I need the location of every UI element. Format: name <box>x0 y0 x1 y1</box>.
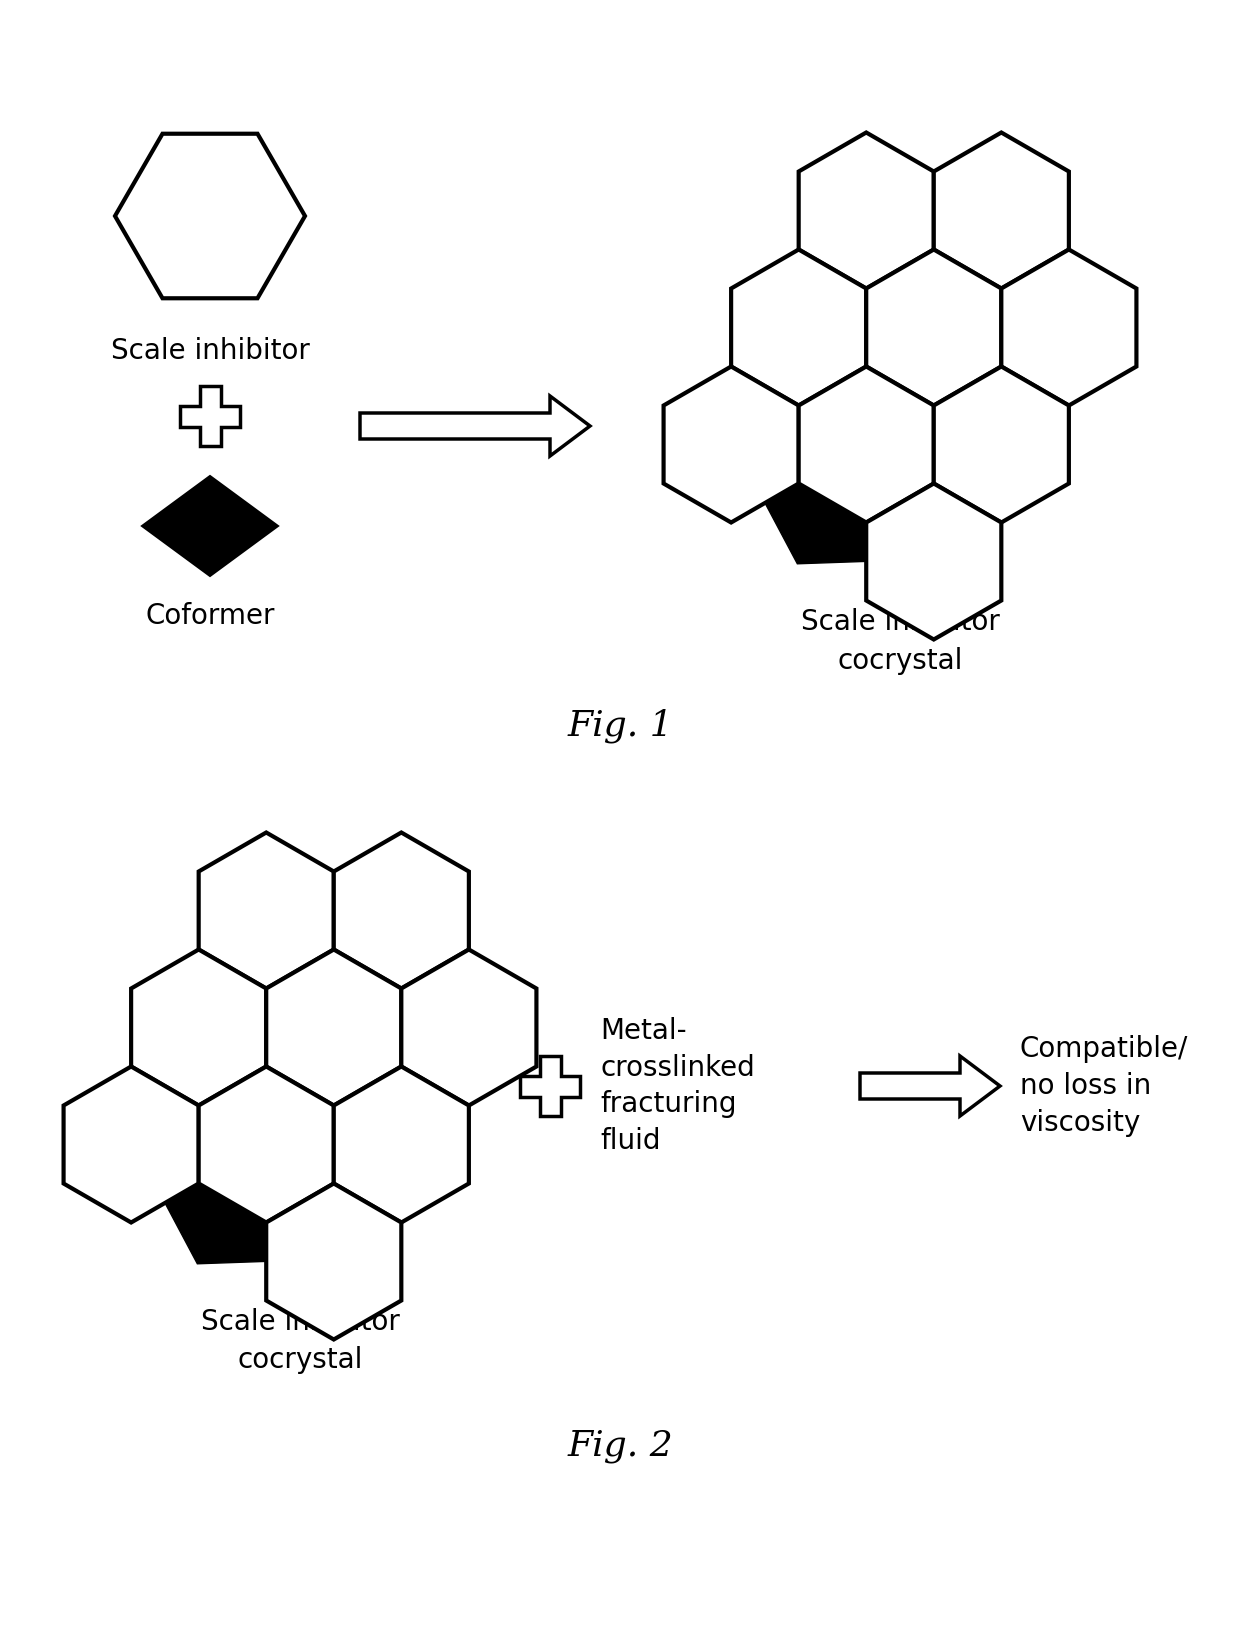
Polygon shape <box>267 950 402 1106</box>
Polygon shape <box>999 213 1070 325</box>
Polygon shape <box>334 1067 469 1223</box>
Polygon shape <box>999 330 1070 442</box>
Text: Scale inhibitor
cocrystal: Scale inhibitor cocrystal <box>801 608 999 675</box>
Polygon shape <box>799 132 934 288</box>
Polygon shape <box>732 249 867 405</box>
Polygon shape <box>135 1141 330 1263</box>
Polygon shape <box>63 1067 198 1223</box>
Text: Compatible/
no loss in
viscosity: Compatible/ no loss in viscosity <box>1021 1036 1188 1137</box>
Polygon shape <box>866 330 935 442</box>
Polygon shape <box>265 1029 335 1141</box>
Polygon shape <box>180 385 241 446</box>
Text: Coformer: Coformer <box>145 602 275 629</box>
Text: Scale inhibitor: Scale inhibitor <box>110 337 310 364</box>
Polygon shape <box>864 213 935 325</box>
Text: Metal-
crosslinked
fracturing
fluid: Metal- crosslinked fracturing fluid <box>600 1016 755 1154</box>
Polygon shape <box>799 366 934 522</box>
Polygon shape <box>360 397 590 455</box>
Polygon shape <box>401 912 470 1024</box>
Polygon shape <box>867 483 1002 639</box>
Polygon shape <box>735 442 930 564</box>
Polygon shape <box>130 1029 200 1141</box>
Text: Scale inhibitor
cocrystal: Scale inhibitor cocrystal <box>201 1307 399 1374</box>
Polygon shape <box>265 912 335 1024</box>
Polygon shape <box>861 1055 999 1115</box>
Polygon shape <box>934 132 1069 288</box>
Polygon shape <box>934 366 1069 522</box>
Polygon shape <box>520 1055 580 1115</box>
Polygon shape <box>115 133 305 298</box>
Text: Fig. 1: Fig. 1 <box>567 709 673 743</box>
Polygon shape <box>867 249 1002 405</box>
Polygon shape <box>730 330 800 442</box>
Polygon shape <box>334 833 469 989</box>
Text: Fig. 2: Fig. 2 <box>567 1429 673 1463</box>
Polygon shape <box>663 366 799 522</box>
Polygon shape <box>267 1184 402 1340</box>
Polygon shape <box>265 1146 335 1259</box>
Polygon shape <box>1002 249 1136 405</box>
Polygon shape <box>198 833 334 989</box>
Polygon shape <box>402 950 537 1106</box>
Polygon shape <box>143 476 278 576</box>
Polygon shape <box>401 1029 470 1141</box>
Polygon shape <box>864 447 935 559</box>
Polygon shape <box>198 1067 334 1223</box>
Polygon shape <box>131 950 267 1106</box>
